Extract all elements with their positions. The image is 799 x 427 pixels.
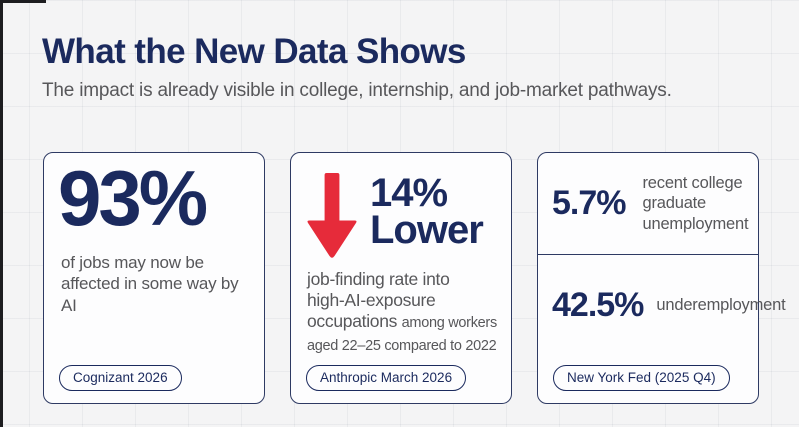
stat-value-93: 93% — [58, 154, 208, 242]
label-underemployment: underemployment — [656, 296, 786, 315]
stat-line-1: 14% — [370, 171, 448, 215]
card-college-grad-stats: 5.7% recent college graduate unemploymen… — [537, 152, 786, 404]
header: What the New Data Shows The impact is al… — [42, 32, 672, 102]
page-subtitle: The impact is already visible in college… — [42, 79, 672, 101]
stat-line-2: Lower — [370, 208, 484, 252]
desc-line-4: aged 22–25 compared to 2022 — [307, 338, 497, 354]
left-edge-artifact — [0, 0, 3, 427]
stat-description: of jobs may now be affected in some way … — [61, 253, 239, 315]
label-unemployment: recent college graduate unemployment — [642, 174, 749, 233]
stat-value-unemployment: 5.7% — [552, 184, 626, 222]
stat-row: 14% Lower — [306, 171, 484, 258]
desc-line-2: high-AI-exposure — [307, 290, 436, 310]
source-badge-nyfed: New York Fed (2025 Q4) — [553, 365, 730, 391]
page-title: What the New Data Shows — [42, 32, 466, 71]
desc-line-3-small: among workers — [401, 315, 498, 331]
desc-line-1: job-finding rate into — [307, 269, 450, 289]
stat-value-14-lower: 14% Lower — [370, 171, 484, 252]
top-edge-artifact — [0, 0, 46, 3]
unemployment-row: 5.7% recent college graduate unemploymen… — [538, 153, 758, 255]
source-badge-anthropic: Anthropic March 2026 — [306, 365, 467, 391]
stat-cards: 93% of jobs may now be affected in some … — [43, 152, 786, 404]
card-job-finding-rate: 14% Lower job-finding rate into high-AI-e… — [290, 152, 512, 404]
card-ai-job-impact: 93% of jobs may now be affected in some … — [43, 152, 265, 404]
desc-line-3-large: occupations — [307, 311, 398, 331]
stat-description: job-finding rate into high-AI-exposure occ… — [307, 269, 507, 357]
underemployment-row: 42.5% underemployment — [538, 286, 786, 325]
source-badge-cognizant: Cognizant 2026 — [59, 365, 182, 391]
down-arrow-icon — [307, 173, 357, 258]
stat-value-underemployment: 42.5% — [552, 286, 644, 324]
